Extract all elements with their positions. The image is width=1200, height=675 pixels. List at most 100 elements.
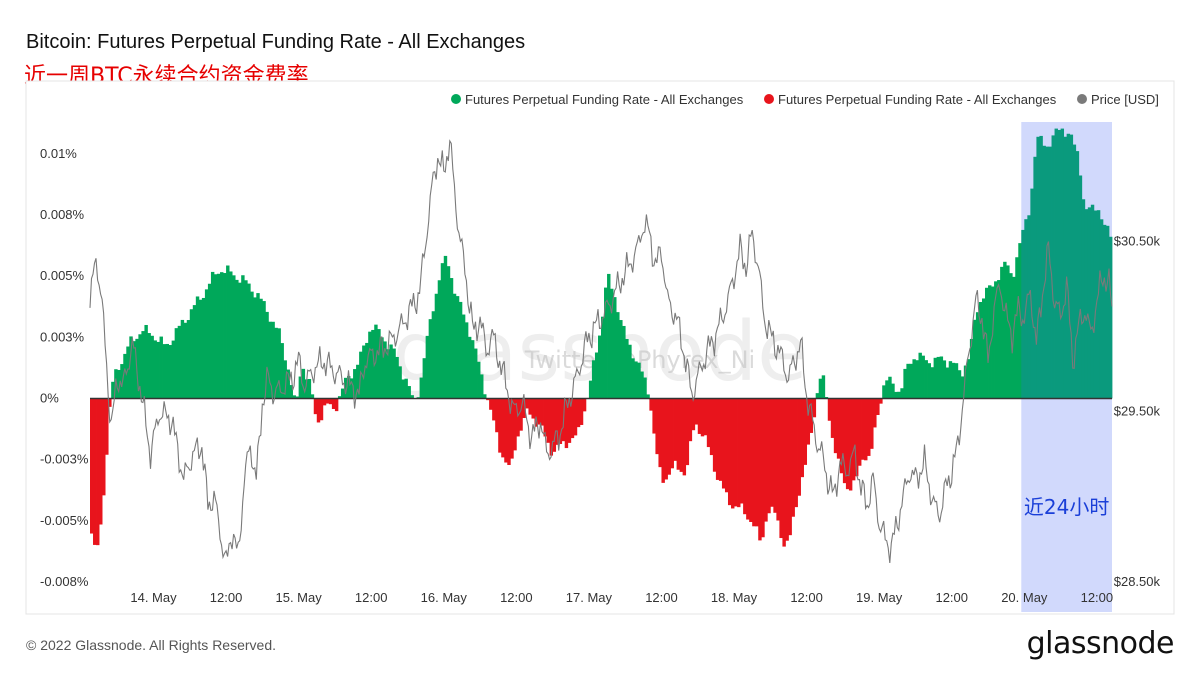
- funding-bar-positive: [628, 344, 632, 399]
- funding-bar-positive: [1108, 236, 1113, 399]
- funding-bar-positive: [1030, 188, 1034, 399]
- funding-bar-negative: [691, 398, 696, 431]
- funding-bar-positive: [440, 263, 445, 399]
- funding-bar-negative: [105, 398, 109, 455]
- x-tick-label: 12:00: [500, 590, 533, 605]
- funding-bar-positive: [461, 314, 466, 399]
- funding-bar-positive: [607, 273, 611, 399]
- funding-bar-positive: [912, 359, 916, 399]
- funding-bar-negative: [664, 398, 668, 480]
- funding-bar-positive: [144, 324, 148, 399]
- funding-bar-negative: [782, 398, 786, 547]
- funding-bar-positive: [283, 360, 287, 399]
- funding-bar-negative: [773, 398, 777, 513]
- funding-bar-positive: [353, 369, 357, 399]
- funding-bar-positive: [425, 335, 430, 399]
- funding-bar-positive: [207, 283, 212, 399]
- funding-bar-positive: [909, 363, 913, 399]
- funding-bar-positive: [138, 334, 142, 399]
- funding-bar-positive: [594, 352, 599, 399]
- funding-bar-positive: [1021, 229, 1025, 399]
- funding-bar-negative: [758, 398, 762, 541]
- funding-bar-positive: [1036, 136, 1040, 399]
- funding-bar-positive: [286, 369, 290, 399]
- legend-item-label[interactable]: Price [USD]: [1091, 92, 1159, 107]
- funding-bar-negative: [534, 398, 538, 427]
- funding-bar-positive: [301, 368, 306, 399]
- funding-bar-positive: [117, 369, 121, 399]
- funding-bar-positive: [885, 380, 889, 399]
- funding-bar-positive: [277, 328, 281, 399]
- funding-bar-negative: [809, 398, 814, 433]
- y-left-tick-label: 0.01%: [40, 146, 77, 161]
- y-left-tick-label: 0.003%: [40, 329, 85, 344]
- funding-bar-positive: [1000, 266, 1004, 399]
- funding-bar-negative: [706, 398, 711, 448]
- funding-bar-negative: [721, 398, 726, 489]
- funding-bar-negative: [767, 398, 771, 514]
- funding-bar-positive: [924, 360, 928, 399]
- funding-bar-positive: [821, 375, 826, 399]
- funding-bar-positive: [280, 343, 284, 399]
- x-tick-label: 17. May: [566, 590, 613, 605]
- funding-bar-negative: [746, 398, 750, 520]
- funding-bar-positive: [818, 378, 823, 399]
- funding-bar-negative: [830, 398, 835, 438]
- funding-bar-positive: [216, 273, 221, 399]
- funding-bar-positive: [410, 395, 414, 399]
- funding-bar-negative: [788, 398, 792, 536]
- funding-bar-positive: [948, 361, 953, 399]
- funding-bar-negative: [504, 398, 508, 463]
- funding-bar-positive: [443, 255, 448, 399]
- y-left-tick-label: 0.005%: [40, 268, 85, 283]
- funding-bar-negative: [864, 398, 868, 461]
- funding-bar-positive: [171, 340, 176, 399]
- funding-bar-negative: [845, 398, 850, 490]
- funding-bar-positive: [386, 349, 390, 399]
- funding-bar-negative: [670, 398, 674, 469]
- funding-bar-positive: [292, 395, 297, 399]
- funding-bar-negative: [492, 398, 496, 421]
- funding-bar-negative: [842, 398, 847, 484]
- funding-bar-positive: [401, 379, 405, 399]
- funding-bar-negative: [661, 398, 665, 483]
- funding-bar-positive: [156, 341, 160, 399]
- funding-bar-positive: [945, 367, 950, 399]
- funding-bar-positive: [903, 368, 907, 399]
- legend-item-label[interactable]: Futures Perpetual Funding Rate - All Exc…: [778, 92, 1057, 107]
- x-tick-label: 12:00: [1081, 590, 1114, 605]
- funding-bar-negative: [573, 398, 578, 436]
- funding-bar-negative: [867, 398, 871, 456]
- funding-bar-negative: [734, 398, 738, 507]
- funding-bar-negative: [331, 398, 336, 409]
- funding-bar-positive: [150, 335, 154, 399]
- funding-bar-negative: [516, 398, 520, 437]
- funding-bar-positive: [452, 293, 457, 399]
- funding-bar-positive: [957, 370, 962, 399]
- funding-bar-negative: [827, 398, 832, 421]
- funding-bar-negative: [537, 398, 541, 425]
- funding-bar-negative: [579, 398, 584, 425]
- funding-bar-positive: [141, 331, 145, 399]
- funding-bar-negative: [697, 398, 702, 434]
- funding-bar-positive: [180, 319, 185, 399]
- funding-bar-positive: [337, 396, 342, 399]
- highlight-annotation: 近24小时: [1024, 495, 1109, 519]
- legend-item-label[interactable]: Futures Perpetual Funding Rate - All Exc…: [465, 92, 744, 107]
- funding-bar-negative: [836, 398, 841, 459]
- funding-bar-negative: [102, 398, 106, 496]
- funding-bar-positive: [262, 301, 266, 399]
- funding-bar-positive: [195, 296, 200, 399]
- funding-bar-negative: [851, 398, 856, 481]
- funding-bar-positive: [991, 286, 995, 399]
- funding-bar-negative: [655, 398, 659, 455]
- funding-bar-positive: [981, 298, 986, 399]
- funding-bar-negative: [679, 398, 684, 472]
- funding-bar-positive: [477, 361, 481, 399]
- funding-bar-negative: [546, 398, 550, 443]
- funding-bar-positive: [646, 394, 650, 399]
- funding-bar-positive: [298, 376, 303, 399]
- funding-bar-positive: [997, 280, 1001, 399]
- funding-bar-negative: [673, 398, 677, 461]
- funding-bar-positive: [619, 320, 623, 399]
